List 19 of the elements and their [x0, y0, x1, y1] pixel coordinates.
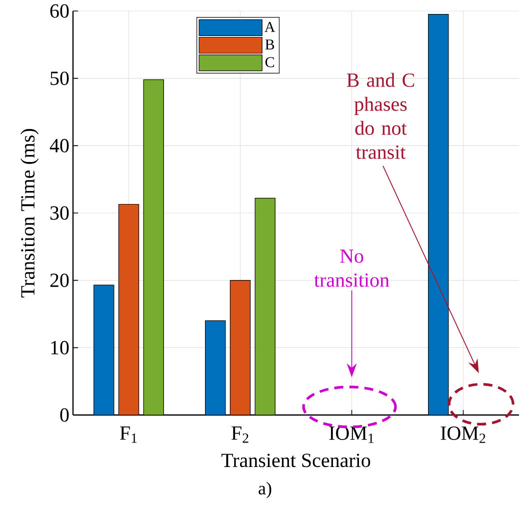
legend-label: B	[265, 40, 274, 50]
legend-label: A	[264, 22, 276, 32]
y-tick-label: 40	[50, 138, 69, 152]
y-axis-title: Transition Time (ms)	[20, 129, 39, 298]
x-tick-label: F$_{2}$	[232, 426, 248, 443]
x-tick-label: IOM$_{2}$	[440, 426, 486, 443]
y-tick-label: 0	[60, 408, 69, 422]
text: a)	[258, 482, 272, 498]
x-tick-label: IOM$_{1}$	[329, 426, 374, 443]
y-tick-label: 20	[50, 274, 69, 288]
y-tick-label: 10	[51, 340, 69, 354]
y-tick-label: 60	[50, 4, 69, 18]
x-tick-label: F$_{1}$	[120, 426, 137, 443]
x-axis-title: Transient Scenario	[221, 454, 370, 468]
legend-label: C	[265, 57, 274, 68]
y-tick-label: 30	[50, 206, 69, 220]
annotation: No transition	[314, 250, 390, 287]
annotation: B and C phases do not transit	[346, 72, 414, 159]
y-tick-label: 50	[50, 72, 69, 86]
